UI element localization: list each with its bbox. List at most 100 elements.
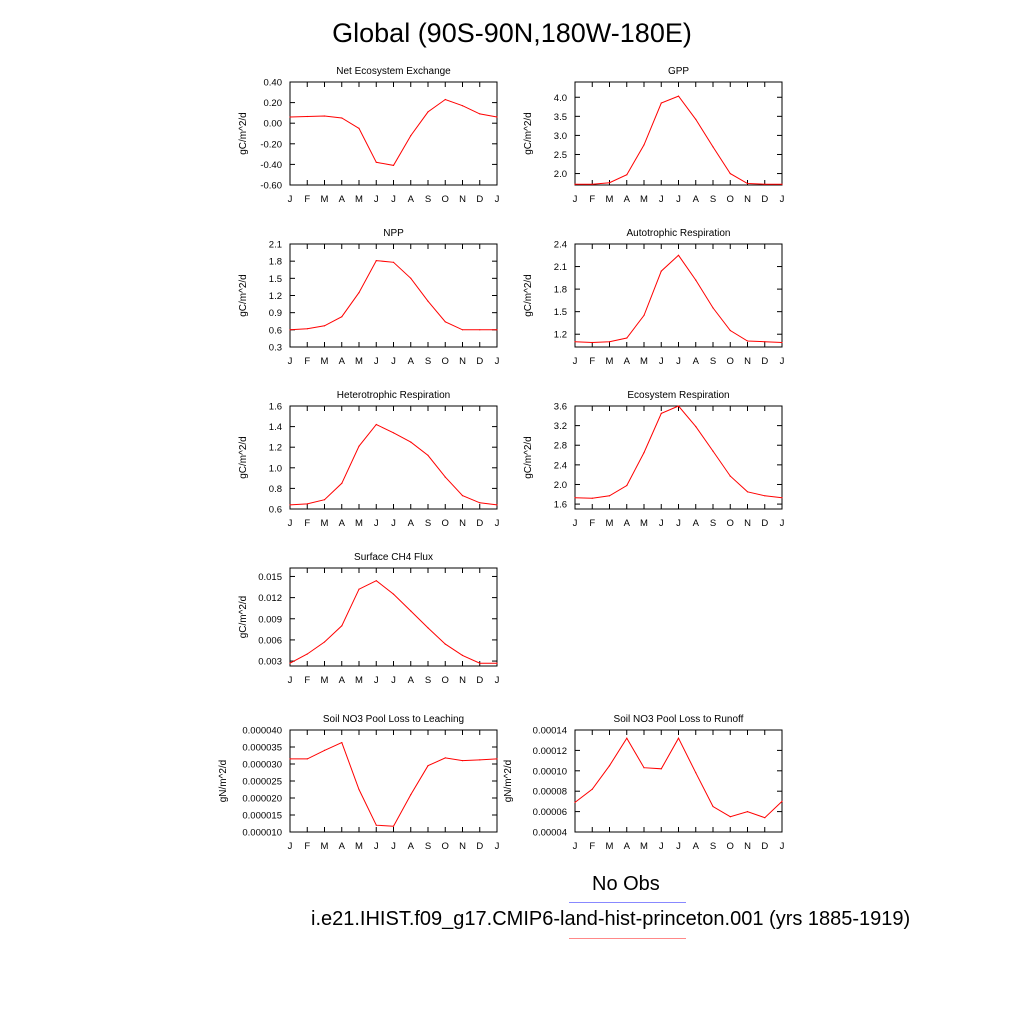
data-point — [591, 341, 593, 344]
x-tick-label: A — [408, 356, 415, 367]
x-tick-label: A — [624, 518, 631, 529]
data-point — [677, 737, 680, 739]
y-axis-label: gC/m^2/d — [523, 436, 534, 479]
x-tick-label: J — [573, 194, 578, 205]
x-tick-label: S — [710, 356, 716, 367]
x-tick-label: J — [288, 675, 293, 686]
x-tick-label: A — [624, 194, 631, 205]
x-tick-label: J — [676, 194, 681, 205]
y-tick-label: 0.6 — [269, 505, 282, 516]
y-tick-label: 0.000010 — [242, 828, 282, 839]
x-tick-label: A — [339, 675, 346, 686]
y-axis-label: gN/m^2/d — [503, 760, 514, 803]
y-tick-label: 2.0 — [554, 169, 567, 180]
data-point — [461, 105, 464, 107]
data-point — [574, 341, 576, 343]
data-point — [375, 580, 377, 582]
x-tick-label: J — [288, 518, 293, 529]
data-point — [444, 643, 446, 645]
x-tick-label: M — [321, 841, 329, 852]
x-tick-label: N — [459, 518, 466, 529]
data-point — [461, 654, 464, 657]
x-tick-label: J — [391, 194, 396, 205]
x-tick-label: M — [355, 194, 363, 205]
plot-frame — [574, 405, 783, 510]
data-point — [410, 794, 412, 796]
y-tick-label: 0.012 — [258, 593, 282, 604]
chart-title: Net Ecosystem Exchange — [336, 66, 451, 77]
x-tick-label: J — [288, 841, 293, 852]
data-point — [643, 767, 645, 769]
data-point — [410, 610, 412, 612]
data-point — [729, 329, 731, 332]
data-point — [306, 328, 308, 330]
y-axis-label: gC/m^2/d — [523, 274, 534, 317]
x-tick-label: J — [659, 518, 664, 529]
y-axis-label: gC/m^2/d — [238, 436, 249, 479]
data-point — [781, 497, 783, 499]
x-tick-label: O — [442, 841, 449, 852]
y-tick-label: 0.003 — [258, 657, 282, 668]
x-tick-label: S — [710, 194, 716, 205]
x-tick-label: J — [288, 356, 293, 367]
data-point — [427, 627, 429, 629]
data-point — [375, 423, 377, 426]
data-point — [695, 279, 697, 281]
x-tick-label: N — [459, 356, 466, 367]
data-point — [496, 116, 498, 118]
data-point — [608, 182, 611, 184]
x-tick-label: J — [288, 194, 293, 205]
x-tick-label: J — [780, 518, 785, 529]
plot-frame — [574, 81, 783, 186]
x-tick-label: A — [624, 356, 631, 367]
x-tick-label: J — [374, 356, 379, 367]
x-tick-label: N — [459, 841, 466, 852]
x-tick-label: O — [442, 518, 449, 529]
x-tick-label: D — [476, 675, 483, 686]
x-tick-label: A — [408, 518, 415, 529]
x-tick-label: D — [476, 841, 483, 852]
series-line — [289, 260, 497, 331]
data-point — [479, 662, 481, 664]
x-tick-label: M — [321, 356, 329, 367]
x-tick-label: J — [374, 518, 379, 529]
x-tick-label: S — [425, 356, 431, 367]
data-point — [427, 111, 429, 113]
x-tick-label: J — [659, 356, 664, 367]
series-line — [574, 737, 783, 819]
data-point — [574, 497, 576, 499]
x-tick-label: M — [606, 841, 614, 852]
data-point — [444, 757, 446, 759]
data-point — [358, 445, 360, 447]
chart-title: Surface CH4 Flux — [354, 552, 433, 563]
data-point — [712, 805, 714, 808]
x-tick-label: O — [727, 194, 734, 205]
data-point — [591, 183, 593, 185]
data-point — [323, 641, 326, 643]
data-point — [729, 475, 731, 477]
y-tick-label: 2.8 — [554, 441, 567, 452]
x-tick-label: A — [408, 194, 415, 205]
x-tick-label: F — [589, 841, 595, 852]
x-tick-label: J — [780, 356, 785, 367]
y-axis-label: gN/m^2/d — [218, 760, 229, 803]
data-point — [461, 329, 464, 331]
data-point — [695, 426, 697, 428]
chart-title: GPP — [668, 66, 689, 77]
data-point — [496, 329, 498, 331]
series-line — [289, 580, 497, 664]
y-tick-label: -0.60 — [260, 181, 282, 192]
x-tick-label: M — [606, 518, 614, 529]
y-axis-label: gC/m^2/d — [523, 112, 534, 155]
data-point — [712, 450, 714, 452]
data-point — [461, 495, 464, 497]
x-tick-label: A — [339, 518, 346, 529]
y-tick-label: 0.000030 — [242, 760, 282, 771]
y-tick-label: 0.9 — [269, 308, 282, 319]
x-tick-label: J — [573, 356, 578, 367]
y-tick-label: 2.1 — [554, 262, 567, 273]
data-point — [626, 337, 628, 339]
